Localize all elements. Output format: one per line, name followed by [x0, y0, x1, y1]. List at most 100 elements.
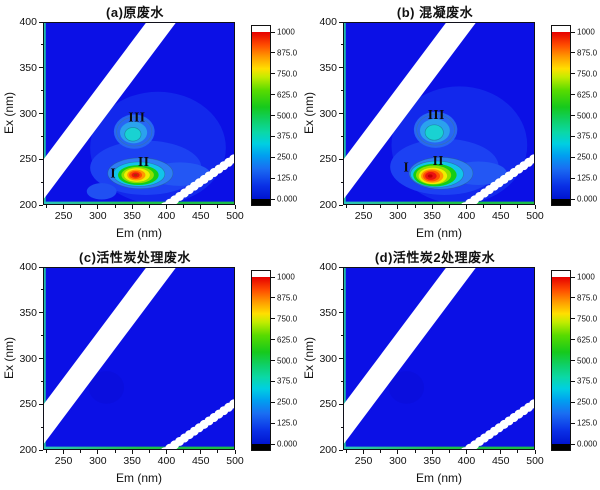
colorbar-tick-label: 500.0: [277, 111, 298, 120]
panel-title: (d)活性炭2处理废水: [374, 250, 496, 265]
x-major-tick: [363, 450, 365, 454]
x-tick-label: 350: [123, 455, 141, 467]
x-major-tick: [234, 450, 236, 454]
region-label: III: [128, 110, 145, 125]
colorbar-tick-label: 750.0: [277, 69, 298, 79]
colorbar-tick-label: 625.0: [277, 335, 298, 345]
left-edge-strip: [344, 23, 346, 204]
colorbar-tick-label: 875.0: [577, 48, 598, 58]
y-tick-label: 300: [319, 352, 337, 365]
y-tick-label: 400: [19, 261, 37, 273]
y-minor-tick: [40, 135, 43, 137]
x-major-tick: [465, 450, 467, 454]
y-major-tick: [339, 358, 343, 359]
y-minor-tick: [340, 335, 343, 337]
colorbar-tick: [271, 443, 275, 445]
colorbar-tick: [571, 94, 575, 96]
colorbar-tick: [271, 115, 275, 116]
plot-area: I II III: [343, 22, 535, 205]
colorbar-tick-label: 750.0: [277, 314, 298, 324]
region-label: I: [404, 159, 410, 174]
colorbar-tick-label: 125.0: [577, 173, 598, 183]
colorbar-tick-label: 875.0: [277, 48, 298, 58]
x-tick-label: 350: [123, 210, 141, 222]
x-minor-tick: [45, 450, 47, 453]
colorbar-tick-label: 250.0: [277, 397, 298, 407]
contour-layer: [388, 371, 425, 404]
y-major-tick: [39, 113, 43, 114]
x-minor-tick: [114, 450, 116, 453]
colorbar-tick-label: 250.0: [577, 397, 598, 407]
y-major-tick: [339, 113, 343, 114]
x-major-tick: [534, 205, 536, 209]
x-tick-label: 250: [54, 210, 73, 222]
x-tick-label: 350: [423, 455, 441, 467]
colorbar-tick-label: 0.000: [577, 194, 598, 204]
y-major-tick: [339, 266, 343, 268]
colorbar-tick: [271, 198, 275, 200]
x-minor-tick: [148, 205, 150, 208]
x-tick-label: 300: [389, 210, 407, 222]
contour-layer: [416, 114, 455, 146]
colorbar-tick-label: 1000: [277, 27, 295, 37]
colorbar-tick: [271, 177, 275, 179]
x-axis-label: Em (nm): [116, 471, 162, 485]
colorbar-tick: [571, 380, 575, 382]
x-tick-label: 500: [526, 455, 544, 467]
colorbar-tick-label: 1000: [577, 27, 595, 37]
y-minor-tick: [340, 90, 343, 92]
colorbar-tick-label: 875.0: [577, 293, 598, 303]
y-tick-label: 250: [19, 153, 37, 166]
x-major-tick: [500, 450, 502, 454]
colorbar-tick-label: 625.0: [277, 90, 298, 100]
colorbar-tick-label: 625.0: [577, 90, 598, 100]
x-major-tick: [63, 205, 65, 209]
x-major-tick: [165, 450, 167, 454]
y-minor-tick: [40, 90, 43, 92]
y-minor-tick: [340, 181, 343, 183]
y-tick-label: 200: [319, 444, 337, 456]
x-minor-tick: [380, 205, 382, 208]
y-minor-tick: [40, 44, 43, 46]
y-minor-tick: [40, 335, 43, 337]
y-tick-label: 200: [19, 199, 37, 211]
colorbar-gradient: [552, 277, 570, 444]
y-tick-label: 250: [319, 153, 337, 166]
x-minor-tick: [114, 205, 116, 208]
x-axis-label: Em (nm): [416, 226, 462, 240]
x-axis-label: Em (nm): [116, 226, 162, 240]
x-tick-label: 400: [157, 210, 176, 222]
y-tick-label: 200: [19, 444, 37, 456]
x-minor-tick: [217, 450, 219, 453]
colorbar-tick: [271, 156, 275, 158]
x-tick-label: 300: [89, 210, 107, 222]
y-tick-label: 250: [319, 398, 337, 411]
eem-panel-b: (b) 混凝废水 Ex (nm) I II III Em (nm) 250 300 35…: [300, 0, 600, 245]
colorbar-tick: [571, 198, 575, 200]
x-minor-tick: [183, 205, 185, 208]
colorbar: [251, 25, 271, 206]
colorbar-tick-label: 0.000: [277, 439, 298, 449]
x-major-tick: [131, 205, 133, 209]
y-minor-tick: [340, 135, 343, 137]
y-major-tick: [339, 449, 343, 451]
colorbar-over-cell: [552, 271, 570, 277]
y-tick-label: 400: [319, 261, 337, 273]
y-minor-tick: [340, 380, 343, 382]
colorbar-tick: [571, 156, 575, 158]
second-order-scatter-band: [161, 153, 234, 204]
y-major-tick: [39, 403, 43, 405]
y-tick-label: 250: [19, 398, 37, 411]
x-minor-tick: [483, 450, 485, 453]
region-label: II: [433, 153, 444, 168]
panel-title: (a)原废水: [106, 5, 164, 20]
y-major-tick: [39, 158, 43, 160]
x-axis-label: Em (nm): [416, 471, 462, 485]
colorbar-tick-label: 375.0: [577, 376, 598, 386]
x-minor-tick: [414, 205, 416, 208]
y-tick-label: 350: [19, 61, 37, 74]
colorbar-tick: [571, 339, 575, 341]
eem-contour-canvas: [44, 268, 234, 449]
colorbar-tick: [271, 401, 275, 403]
